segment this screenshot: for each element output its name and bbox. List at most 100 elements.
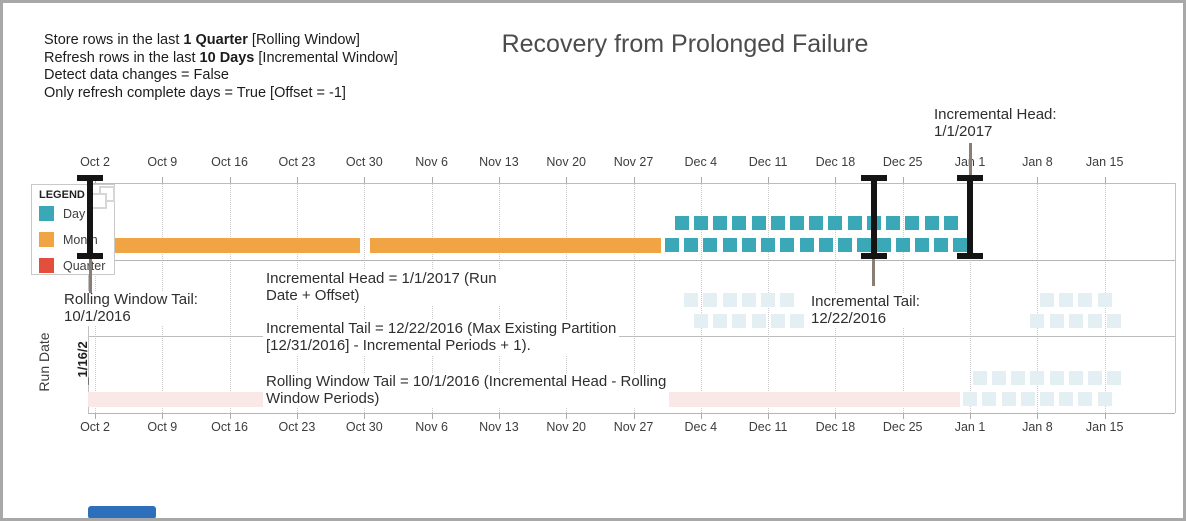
gridline bbox=[1037, 183, 1039, 413]
refresh-policy-settings: Store rows in the last 1 Quarter [Rollin… bbox=[44, 32, 398, 102]
day-partition-square bbox=[1030, 371, 1045, 385]
marker-ibeam-bar bbox=[870, 175, 877, 259]
axis-tick-bottom bbox=[835, 413, 837, 419]
legend-swatch-icon bbox=[39, 258, 54, 273]
annotation-incremental-head-top: Incremental Head: 1/1/2017 bbox=[931, 106, 1060, 141]
refresh-policy-line: Store rows in the last 1 Quarter [Rollin… bbox=[44, 32, 360, 48]
axis-tick-top bbox=[1104, 177, 1106, 183]
axis-label-bottom: Jan 1 bbox=[954, 420, 986, 434]
plot-right-border bbox=[1175, 183, 1176, 413]
axis-label-top: Oct 23 bbox=[278, 155, 316, 169]
day-partition-square bbox=[1068, 371, 1083, 385]
axis-tick-bottom bbox=[1037, 413, 1039, 419]
day-partition-square bbox=[684, 238, 699, 252]
axis-tick-top bbox=[902, 177, 904, 183]
day-partition-square bbox=[1020, 392, 1035, 406]
axis-label-bottom: Nov 13 bbox=[479, 420, 519, 434]
marker-ibeam-cap-top bbox=[860, 175, 887, 181]
axis-tick-bottom bbox=[431, 413, 433, 419]
axis-tick-top bbox=[633, 177, 635, 183]
axis-tick-bottom bbox=[970, 413, 971, 419]
legend-item-label: Day bbox=[63, 207, 86, 221]
day-partition-square bbox=[953, 238, 968, 252]
day-partition-square bbox=[828, 216, 843, 230]
axis-tick-top bbox=[229, 177, 231, 183]
annotation-incremental-tail-right: Incremental Tail: 12/22/2016 bbox=[808, 293, 923, 328]
day-partition-square bbox=[780, 238, 795, 252]
day-partition-square bbox=[684, 293, 699, 307]
day-partition-square bbox=[943, 216, 958, 230]
axis-label-top: Jan 8 bbox=[1022, 155, 1053, 169]
day-partition-square bbox=[1097, 293, 1112, 307]
axis-label-bottom: Oct 16 bbox=[211, 420, 248, 434]
axis-label-top: Nov 13 bbox=[479, 155, 519, 169]
axis-tick-top bbox=[768, 177, 770, 183]
axis-label-bottom: Oct 30 bbox=[345, 420, 383, 434]
legend-swatch-icon bbox=[39, 232, 54, 247]
axis-tick-bottom bbox=[229, 413, 231, 419]
axis-label-top: Dec 18 bbox=[815, 155, 856, 169]
day-partition-square bbox=[703, 238, 718, 252]
legend-title: LEGEND bbox=[39, 189, 85, 201]
marker-ibeam-cap-bottom bbox=[957, 253, 983, 259]
day-partition-square bbox=[1011, 371, 1026, 385]
day-partition-square bbox=[1040, 293, 1054, 307]
axis-label-top: Nov 27 bbox=[613, 155, 654, 169]
day-partition-square bbox=[991, 371, 1006, 385]
axis-label-top: Nov 6 bbox=[415, 155, 448, 169]
day-partition-square bbox=[1107, 314, 1122, 328]
day-partition-square bbox=[838, 238, 852, 252]
refresh-policy-line: Only refresh complete days = True [Offse… bbox=[44, 84, 346, 101]
day-partition-square bbox=[972, 371, 987, 385]
day-partition-square bbox=[799, 238, 814, 252]
day-partition-square bbox=[1068, 314, 1083, 328]
marker-ibeam-bar bbox=[967, 175, 973, 259]
axis-tick-bottom bbox=[296, 413, 298, 419]
month-partition-bar bbox=[370, 238, 662, 253]
y-axis-title: Run Date bbox=[36, 332, 52, 392]
marker-connector bbox=[88, 259, 92, 293]
axis-label-top: Dec 4 bbox=[684, 155, 718, 169]
axis-tick-top bbox=[700, 177, 702, 183]
axis-tick-top bbox=[296, 177, 298, 183]
day-partition-square bbox=[1097, 392, 1112, 406]
copy-icon bbox=[90, 186, 116, 212]
annotation-rolling-window-tail-left: Rolling Window Tail: 10/1/2016 bbox=[61, 291, 201, 326]
axis-label-bottom: Dec 18 bbox=[815, 420, 856, 434]
axis-label-bottom: Dec 25 bbox=[882, 420, 923, 434]
copy-icon-front-square bbox=[91, 193, 107, 209]
axis-label-top: Oct 2 bbox=[80, 155, 110, 169]
day-partition-square bbox=[713, 216, 727, 230]
refresh-policy-line: Detect data changes = False bbox=[44, 67, 229, 84]
day-partition-square bbox=[895, 238, 910, 252]
axis-tick-bottom bbox=[498, 413, 500, 419]
axis-tick-bottom bbox=[700, 413, 702, 419]
marker-ibeam-cap-bottom bbox=[77, 253, 104, 259]
gridline bbox=[700, 183, 702, 413]
day-partition-square bbox=[1030, 314, 1045, 328]
day-partition-square bbox=[770, 216, 785, 230]
day-partition-square bbox=[1078, 293, 1093, 307]
legend-item-label: Quarter bbox=[63, 259, 106, 273]
day-partition-square bbox=[770, 314, 785, 328]
day-partition-square bbox=[693, 216, 708, 230]
day-partition-square bbox=[905, 216, 920, 230]
axis-label-bottom: Jan 15 bbox=[1085, 420, 1124, 434]
marker-ibeam-cap-top bbox=[77, 175, 104, 181]
axis-tick-bottom bbox=[902, 413, 904, 419]
day-partition-square bbox=[732, 216, 747, 230]
axis-tick-bottom bbox=[566, 413, 568, 419]
axis-label-top: Jan 15 bbox=[1085, 155, 1124, 169]
day-partition-square bbox=[818, 238, 833, 252]
refresh-policy-line: Refresh rows in the last 10 Days [Increm… bbox=[44, 49, 398, 66]
day-partition-square bbox=[924, 216, 939, 230]
day-partition-square bbox=[741, 238, 756, 252]
marker-ibeam-cap-bottom bbox=[860, 253, 887, 259]
axis-tick-bottom bbox=[633, 413, 635, 419]
day-partition-square bbox=[693, 314, 708, 328]
scrollbar-thumb[interactable] bbox=[88, 506, 156, 519]
axis-label-top: Oct 9 bbox=[147, 155, 178, 169]
day-partition-square bbox=[886, 216, 901, 230]
middle-band-axis-line bbox=[88, 336, 1175, 337]
